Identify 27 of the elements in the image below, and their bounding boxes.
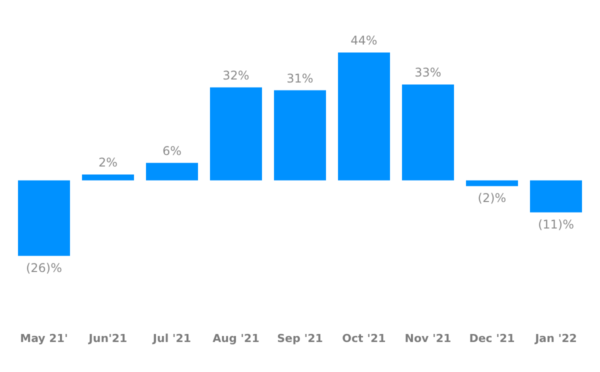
data-label: (26)% xyxy=(26,260,62,275)
bar xyxy=(466,180,518,186)
bar xyxy=(82,174,134,180)
data-label: 6% xyxy=(162,144,182,158)
data-label: 32% xyxy=(222,68,250,82)
x-tick-label: May 21' xyxy=(20,332,68,345)
data-label: 31% xyxy=(286,71,314,86)
bar xyxy=(274,90,326,180)
x-tick-label: Jul '21 xyxy=(152,332,192,345)
bar xyxy=(402,84,454,180)
bar xyxy=(146,162,198,180)
x-tick-label: Sep '21 xyxy=(277,332,323,345)
x-tick-label: Oct '21 xyxy=(342,332,386,345)
x-tick-label: Aug '21 xyxy=(212,332,260,345)
bar xyxy=(338,52,390,180)
data-label: 33% xyxy=(414,65,442,80)
x-tick-label: Nov '21 xyxy=(404,332,452,345)
data-label: 44% xyxy=(350,34,378,48)
x-tick-label: Jun'21 xyxy=(88,332,128,345)
bar xyxy=(18,180,70,256)
bar xyxy=(530,180,582,212)
x-tick-label: Jan '22 xyxy=(534,332,577,345)
bar xyxy=(210,87,262,180)
data-label: (11)% xyxy=(538,217,574,232)
x-tick-label: Dec '21 xyxy=(469,332,515,345)
data-label: 2% xyxy=(98,156,118,170)
data-label: (2)% xyxy=(478,191,506,206)
